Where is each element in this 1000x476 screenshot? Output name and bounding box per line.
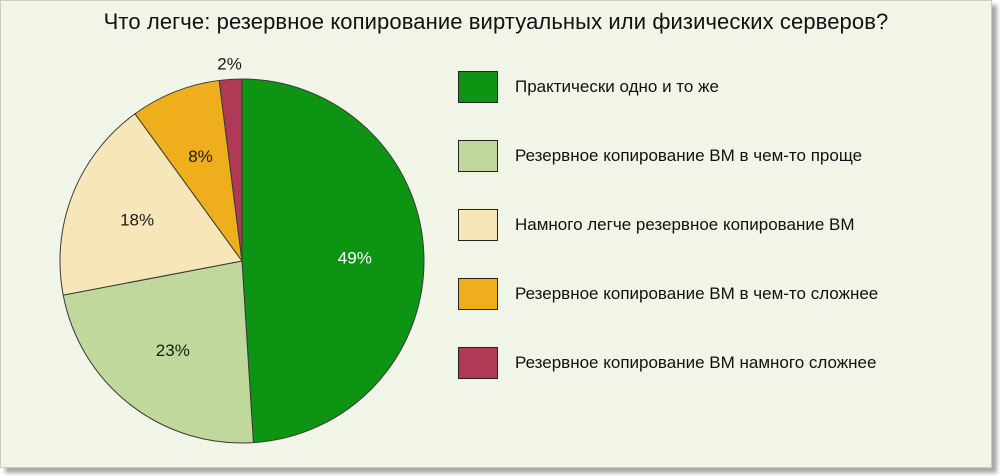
pie-slice-vm-somewhat-easier bbox=[62, 260, 254, 444]
legend-label: Резервное копирование ВМ в чем-то сложне… bbox=[515, 284, 879, 303]
legend-swatch bbox=[458, 278, 498, 310]
legend-swatch bbox=[458, 140, 498, 172]
pie-slice-vm-much-harder bbox=[218, 78, 243, 262]
legend-label: Резервное копирование ВМ намного сложнее bbox=[515, 353, 877, 372]
pie-slice-vm-somewhat-harder bbox=[134, 79, 243, 262]
slice-value-label: 2% bbox=[217, 54, 242, 73]
chart-title: Что легче: резервное копирование виртуал… bbox=[103, 9, 889, 34]
pie-chart: 49% 23% 18% 8% 2% bbox=[59, 54, 425, 444]
legend-label: Резервное копирование ВМ в чем-то проще bbox=[515, 146, 863, 165]
legend-label: Намного легче резервное копирование ВМ bbox=[515, 215, 855, 234]
legend-label: Практически одно и то же bbox=[515, 77, 719, 96]
slice-value-label: 8% bbox=[188, 147, 213, 166]
slice-value-label: 49% bbox=[338, 249, 372, 268]
legend-swatch bbox=[458, 209, 498, 241]
slice-value-label: 23% bbox=[156, 341, 190, 360]
legend-swatch bbox=[458, 71, 498, 103]
legend-swatch bbox=[458, 347, 498, 379]
chart-panel: Что легче: резервное копирование виртуал… bbox=[0, 0, 992, 468]
pie-slice-same bbox=[241, 78, 425, 444]
slice-value-label: 18% bbox=[120, 211, 154, 230]
pie-slice-vm-much-easier bbox=[59, 113, 243, 296]
